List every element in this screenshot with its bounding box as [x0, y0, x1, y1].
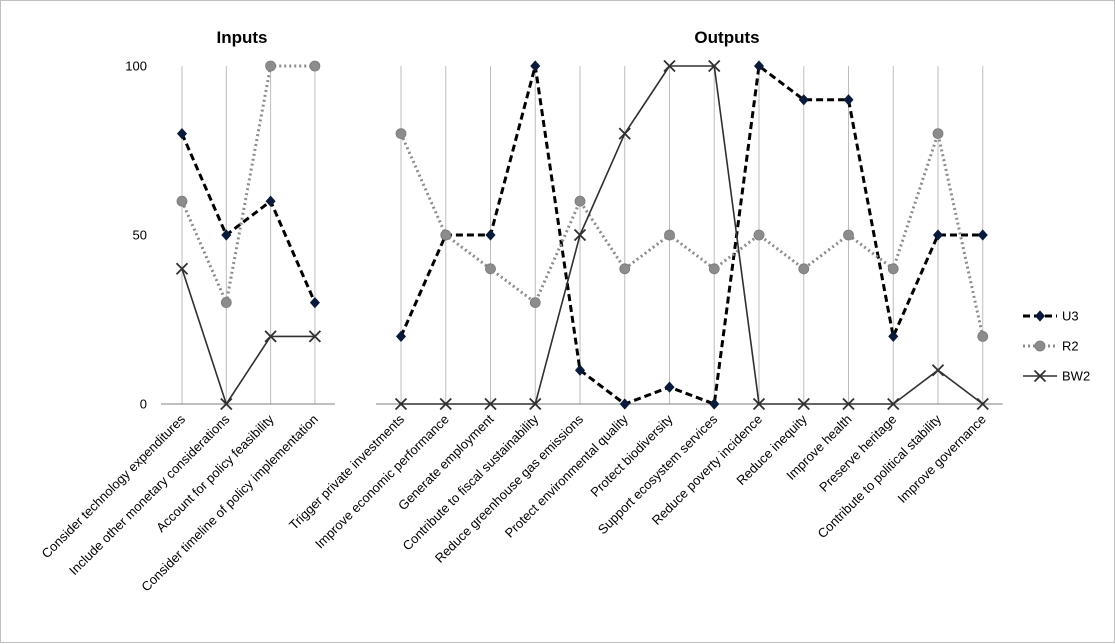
data-point-bw2-protect-biodiversity — [663, 59, 676, 73]
legend-marker-u3 — [1034, 310, 1046, 322]
data-point-u3-support-ecosystem-services — [709, 398, 720, 410]
series-line-bw2 — [181, 268, 315, 405]
data-point-bw2-preserve-heritage — [887, 397, 900, 411]
data-point-r2-contribute-to-fiscal-sustainability — [529, 297, 541, 309]
y-tick-label: 100 — [125, 59, 147, 74]
data-point-r2-generate-employment — [485, 263, 496, 275]
category-label: Protect biodiversity — [587, 411, 676, 500]
series-line-u3 — [180, 132, 317, 304]
data-point-bw2-improve-governance — [976, 397, 989, 411]
data-point-bw2-contribute-to-political-stability — [931, 364, 945, 377]
panel-title: Inputs — [217, 28, 268, 47]
category-label: Include other monetary considerations — [66, 411, 233, 578]
legend-label-bw2: BW2 — [1062, 369, 1090, 384]
legend-marker-bw2 — [1033, 369, 1047, 383]
data-point-r2-trigger-private-investments — [395, 128, 407, 140]
data-point-r2-support-ecosystem-services — [708, 263, 720, 275]
series-u3 — [176, 128, 320, 309]
data-point-r2-contribute-to-political-stability — [932, 128, 944, 140]
y-tick-label: 50 — [133, 228, 147, 243]
y-tick-label: 0 — [140, 397, 147, 412]
series-r2 — [395, 128, 989, 342]
data-point-r2-consider-timeline-of-policy-implementation — [309, 60, 321, 72]
category-label: Improve governance — [894, 412, 988, 506]
data-point-bw2-trigger-private-investments — [394, 397, 408, 411]
data-point-bw2-reduce-inequity — [797, 397, 810, 411]
data-point-u3-account-for-policy-feasibility — [265, 195, 276, 207]
data-point-bw2-reduce-greenhouse-gas-emissions — [573, 228, 587, 242]
data-point-r2-improve-economic-performance — [440, 229, 452, 241]
data-point-u3-improve-health — [843, 94, 854, 106]
data-point-r2-preserve-heritage — [887, 263, 899, 275]
data-point-u3-generate-employment — [485, 229, 496, 241]
data-point-bw2-protect-environmental-quality — [618, 127, 631, 140]
series-bw2 — [175, 262, 322, 411]
legend-item-r2: R2 — [1023, 339, 1079, 354]
data-point-u3-consider-technology-expenditures — [176, 128, 188, 140]
legend: U3 R2 BW2 — [1023, 309, 1090, 384]
data-point-bw2-improve-economic-performance — [439, 397, 452, 411]
data-point-u3-contribute-to-fiscal-sustainability — [530, 60, 541, 72]
series-line-r2 — [180, 64, 315, 305]
data-point-u3-reduce-poverty-incidence — [753, 60, 765, 72]
series-bw2 — [394, 59, 989, 411]
data-point-r2-reduce-greenhouse-gas-emissions — [574, 195, 586, 207]
data-point-bw2-consider-technology-expenditures — [175, 262, 189, 275]
legend-label-u3: U3 — [1062, 309, 1079, 324]
data-point-r2-consider-technology-expenditures — [176, 195, 188, 207]
data-point-u3-protect-biodiversity — [664, 381, 675, 393]
data-point-u3-improve-governance — [977, 229, 988, 241]
series-line-u3 — [399, 64, 983, 406]
data-point-r2-account-for-policy-feasibility — [265, 60, 277, 72]
data-point-bw2-reduce-poverty-incidence — [752, 397, 766, 411]
series-u3 — [395, 60, 988, 410]
data-point-r2-improve-governance — [977, 330, 989, 342]
data-point-u3-preserve-heritage — [888, 330, 899, 342]
data-point-bw2-account-for-policy-feasibility — [264, 330, 277, 343]
data-point-r2-protect-biodiversity — [664, 229, 675, 241]
data-point-u3-trigger-private-investments — [395, 330, 407, 342]
category-label: Preserve heritage — [816, 412, 899, 495]
data-point-u3-reduce-inequity — [798, 94, 809, 106]
data-point-r2-protect-environmental-quality — [619, 263, 631, 275]
data-point-r2-include-other-monetary-considerations — [220, 297, 232, 309]
legend-label-r2: R2 — [1062, 339, 1079, 354]
data-point-u3-include-other-monetary-considerations — [221, 229, 232, 241]
data-point-u3-reduce-greenhouse-gas-emissions — [574, 364, 586, 376]
legend-item-u3: U3 — [1023, 309, 1079, 324]
panel-title: Outputs — [694, 28, 759, 47]
data-point-u3-contribute-to-political-stability — [932, 229, 944, 241]
legend-marker-r2 — [1034, 340, 1046, 352]
data-point-r2-improve-health — [843, 229, 854, 241]
data-point-bw2-generate-employment — [484, 397, 497, 411]
data-point-u3-consider-timeline-of-policy-implementation — [309, 297, 320, 309]
series-line-r2 — [399, 132, 985, 337]
data-point-r2-reduce-poverty-incidence — [753, 229, 765, 241]
data-point-bw2-contribute-to-fiscal-sustainability — [529, 397, 542, 411]
data-point-bw2-consider-timeline-of-policy-implementation — [308, 330, 322, 343]
legend-item-bw2: BW2 — [1023, 369, 1090, 384]
data-point-bw2-include-other-monetary-considerations — [220, 397, 233, 411]
series-r2 — [176, 60, 321, 309]
data-point-bw2-support-ecosystem-services — [708, 59, 721, 73]
series-line-bw2 — [401, 65, 984, 405]
data-point-u3-protect-environmental-quality — [619, 398, 630, 410]
data-point-bw2-improve-health — [842, 397, 855, 411]
data-point-r2-reduce-inequity — [798, 263, 810, 275]
